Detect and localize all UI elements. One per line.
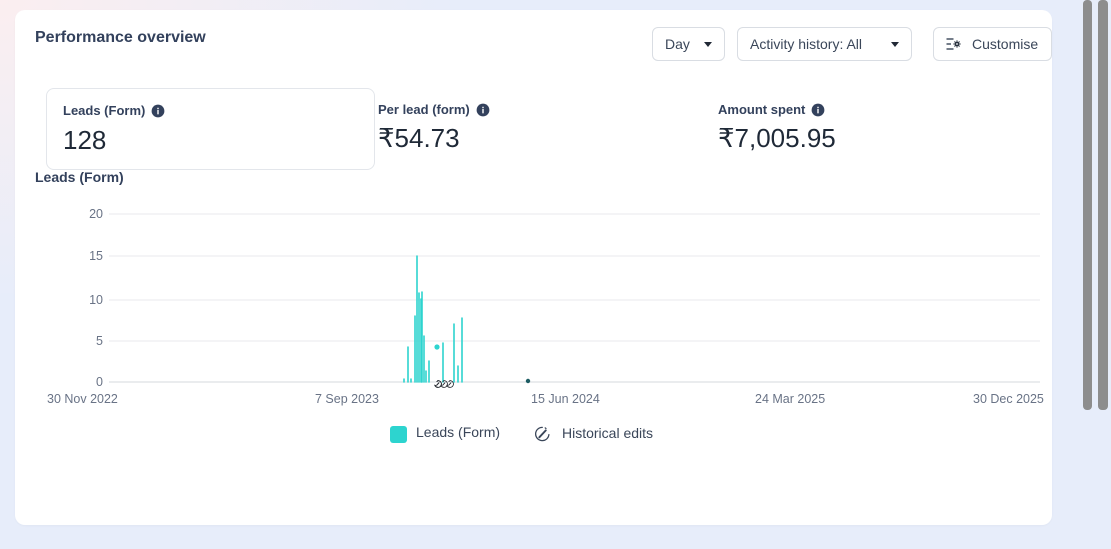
svg-text:5: 5 <box>96 334 103 348</box>
svg-text:0: 0 <box>96 375 103 389</box>
svg-text:10: 10 <box>89 293 103 307</box>
svg-text:20: 20 <box>89 207 103 221</box>
svg-text:15: 15 <box>89 249 103 263</box>
